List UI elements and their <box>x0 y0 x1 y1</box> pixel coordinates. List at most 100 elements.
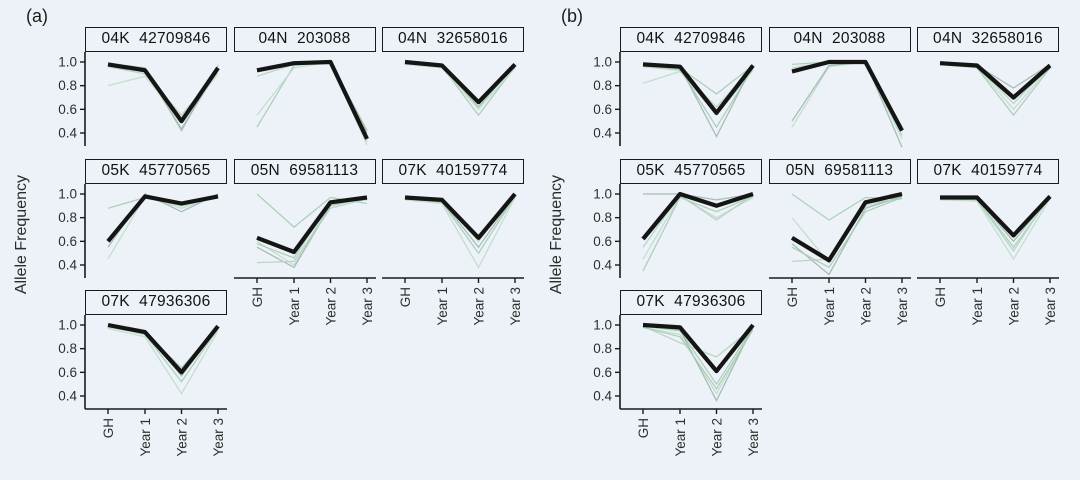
x-tick-label: Year 3 <box>211 418 226 457</box>
y-tick-label: 0.4 <box>593 125 612 140</box>
x-tick-label: Year 3 <box>746 418 761 457</box>
facet-title: 04K 42709846 <box>620 27 762 52</box>
x-tick-label: Year 2 <box>472 287 487 326</box>
x-tick-label: Year 1 <box>673 418 688 457</box>
facet-title: 05K 45770565 <box>85 158 227 184</box>
replicate-line <box>256 197 367 263</box>
facet-plot: GH Year 1 Year 2 Year 3 <box>233 193 376 325</box>
replicate-line <box>107 195 219 259</box>
replicate-line <box>256 61 368 131</box>
y-tick-label: 0.8 <box>58 341 77 356</box>
x-tick-label: Year 2 <box>323 287 338 326</box>
facet-title: 04N 32658016 <box>382 27 524 52</box>
facet-title: 07K 40159774 <box>382 158 524 184</box>
mean-line <box>642 322 755 374</box>
mean-line <box>939 61 1052 100</box>
y-tick-label: 0.4 <box>58 125 77 140</box>
facet-title: 05K 45770565 <box>620 158 762 184</box>
y-tick-label: 0.6 <box>58 365 77 380</box>
mean-line <box>641 191 754 240</box>
replicate-line <box>939 196 1051 248</box>
panel-b-facet-grid: 04K 42709846 1.0 0.8 0.6 0.4 04N 203088 04N 32… <box>593 27 1080 477</box>
x-tick-label: GH <box>398 287 413 307</box>
facet-04K-42709846: 04K 42709846 1.0 0.8 0.6 0.4 <box>593 27 762 149</box>
mean-line <box>790 59 904 132</box>
facet-plot <box>790 59 904 148</box>
x-tick-label: Year 2 <box>1007 287 1022 326</box>
x-tick-label: Year 1 <box>287 287 302 326</box>
x-tick-label: Year 2 <box>175 418 190 457</box>
facet-title: 07K 47936306 <box>85 290 227 315</box>
facet-plot: GH Year 1 Year 2 Year 3 <box>768 191 911 325</box>
y-tick-label: 0.4 <box>593 257 612 272</box>
replicate-line <box>939 197 1051 260</box>
y-tick-label: 1.0 <box>593 55 612 70</box>
facet-04N-32658016: 04N 32658016 <box>382 27 524 149</box>
facet-07K-40159774: 07K 40159774 GH Year 1 Year 2 Year 3 <box>382 158 524 325</box>
panel-b: (b) Allele Frequency 04K 42709846 1.0 0.8 0… <box>548 0 1080 480</box>
mean-line <box>790 191 902 262</box>
mean-line <box>642 62 755 116</box>
panel-b-y-axis-title: Allele Frequency <box>547 0 567 470</box>
y-tick-label: 1.0 <box>593 186 612 201</box>
y-axis-title-text: Allele Frequency <box>13 175 30 295</box>
panel-a-y-axis-title: Allele Frequency <box>12 0 32 470</box>
replicate-line <box>939 62 1051 111</box>
replicate-line <box>256 198 367 266</box>
mean-line <box>940 194 1052 238</box>
facet-plot: 1.0 0.8 0.6 0.4 GH Year 1 Year 2 Year 3 <box>58 315 227 457</box>
facet-04K-42709846: 04K 42709846 1.0 0.8 0.6 0.4 <box>58 27 227 149</box>
facet-title: 04K 42709846 <box>85 27 227 52</box>
facet-plot: 1.0 0.8 0.6 0.4 <box>58 183 219 278</box>
y-tick-label: 0.4 <box>593 388 612 403</box>
mean-line <box>256 59 369 140</box>
y-tick-label: 0.6 <box>593 233 612 248</box>
facet-plot: 1.0 0.8 0.6 0.4 GH Year 1 Year 2 Year 3 <box>593 315 762 457</box>
replicate-line <box>642 195 754 271</box>
facet-plot: GH Year 1 Year 2 Year 3 <box>917 194 1059 325</box>
mean-line <box>404 59 517 105</box>
replicate-line <box>404 63 516 111</box>
x-tick-label: GH <box>250 287 265 307</box>
replicate-line <box>107 327 219 395</box>
facet-title: 05N 69581113 <box>768 158 911 184</box>
mean-line <box>106 193 219 243</box>
facet-plot <box>939 61 1052 117</box>
facet-05K-45770565: 05K 45770565 1.0 0.8 0.6 0.4 <box>58 158 227 281</box>
x-tick-label: Year 1 <box>970 287 985 326</box>
y-tick-label: 0.8 <box>593 210 612 225</box>
y-tick-label: 0.8 <box>593 78 612 93</box>
x-tick-label: GH <box>933 287 948 307</box>
y-tick-label: 1.0 <box>58 318 77 333</box>
panel-b-label: (b) <box>561 6 583 26</box>
y-tick-label: 0.8 <box>58 210 77 225</box>
facet-title: 07K 40159774 <box>917 158 1059 184</box>
facet-plot <box>255 59 369 146</box>
facet-title: 04N 203088 <box>233 27 376 52</box>
replicate-line <box>642 62 754 138</box>
y-tick-label: 0.6 <box>58 102 77 117</box>
replicate-line <box>791 61 903 128</box>
x-tick-label: Year 2 <box>710 418 725 457</box>
facet-title: 04N 32658016 <box>917 27 1059 52</box>
y-tick-label: 0.4 <box>58 257 77 272</box>
facet-plot: 1.0 0.8 0.6 0.4 <box>593 183 754 278</box>
x-tick-label: GH <box>101 418 116 438</box>
replicate-line <box>255 61 368 134</box>
x-tick-label: Year 3 <box>895 287 910 326</box>
mean-line <box>404 192 517 240</box>
facet-plot: 1.0 0.8 0.6 0.4 <box>593 52 755 146</box>
panel-a-facet-grid: 04K 42709846 1.0 0.8 0.6 0.4 04N 203088 04N 32… <box>58 27 565 477</box>
y-tick-label: 0.6 <box>58 233 77 248</box>
facet-plot: 1.0 0.8 0.6 0.4 <box>58 52 220 146</box>
replicate-line <box>642 325 754 386</box>
replicate-line <box>791 196 902 268</box>
facet-07K-47936306: 07K 47936306 1.0 0.8 0.6 0.4 GH Year 1 Year 2 Ye… <box>58 290 227 457</box>
x-tick-label: Year 1 <box>822 287 837 326</box>
mean-line <box>255 194 367 254</box>
facet-04N-203088: 04N 203088 <box>768 27 911 149</box>
mean-line <box>107 322 220 375</box>
facet-title: 05N 69581113 <box>233 158 376 184</box>
replicate-line <box>791 195 902 276</box>
